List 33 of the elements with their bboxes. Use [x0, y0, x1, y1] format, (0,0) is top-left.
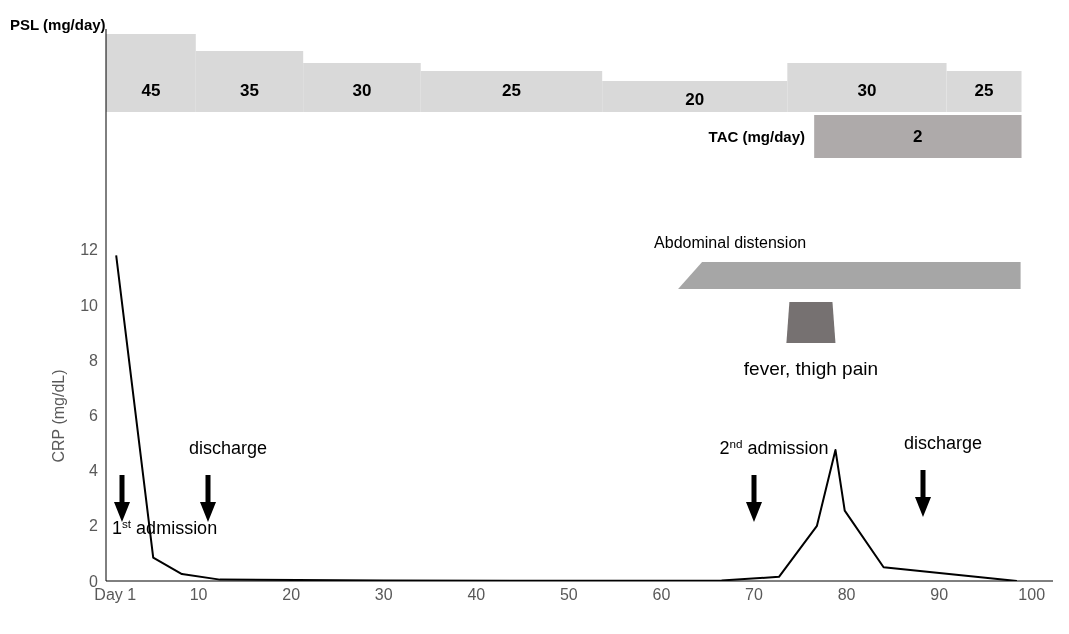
annotation: discharge [188, 438, 268, 458]
band-label: 25 [502, 80, 521, 100]
band-label: 30 [352, 80, 372, 100]
x-tick-label: 60 [652, 586, 671, 604]
band-label: 25 [974, 80, 994, 100]
x-tick-label: 70 [745, 586, 763, 604]
x-tick-label: 40 [467, 586, 486, 604]
band-label: 45 [141, 80, 161, 100]
band-label: 30 [857, 80, 877, 100]
band-label: 2 [913, 126, 923, 146]
band-label: 35 [240, 80, 259, 100]
y-tick-label: 2 [89, 517, 99, 535]
x-tick-label: 30 [374, 586, 393, 604]
x-tick-label: 80 [837, 586, 856, 604]
y-tick-label: 6 [89, 407, 99, 425]
annotation: 2$^{nd}$ admission [719, 436, 829, 458]
x-tick-label: 90 [930, 586, 949, 604]
band-label: Abdominal distension [654, 234, 807, 251]
x-tick-label: Day 1 [94, 586, 137, 604]
y-tick-label: 10 [80, 296, 99, 314]
text: PSL (mg/day) [10, 16, 106, 33]
annotation: discharge [903, 433, 983, 453]
x-tick-label: 50 [559, 586, 578, 604]
band-label: fever, thigh pain [743, 358, 879, 379]
x-tick-label: 10 [189, 586, 208, 604]
y-tick-label: 12 [80, 241, 99, 259]
x-tick-label: 20 [282, 586, 301, 604]
x-tick-label: 100 [1018, 586, 1046, 604]
y-tick-label: 4 [89, 462, 99, 480]
band-label: 20 [685, 89, 705, 109]
y-tick-label: 8 [89, 351, 99, 369]
annotation: TAC (mg/day) [708, 128, 805, 145]
y-axis-title: CRP (mg/dL) [49, 369, 67, 463]
